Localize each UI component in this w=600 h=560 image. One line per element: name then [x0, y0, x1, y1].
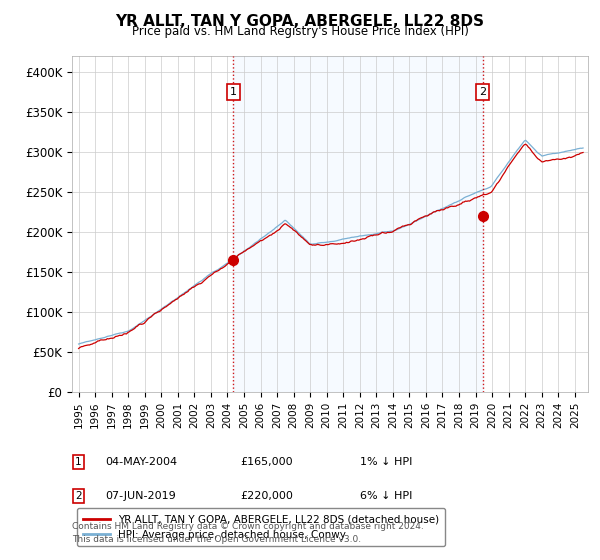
Text: This data is licensed under the Open Government Licence v3.0.: This data is licensed under the Open Gov… — [72, 535, 361, 544]
Text: 1: 1 — [75, 457, 82, 467]
Text: 1: 1 — [230, 87, 237, 97]
Text: 6% ↓ HPI: 6% ↓ HPI — [360, 491, 412, 501]
Text: 04-MAY-2004: 04-MAY-2004 — [105, 457, 177, 467]
Text: Price paid vs. HM Land Registry's House Price Index (HPI): Price paid vs. HM Land Registry's House … — [131, 25, 469, 38]
Legend: YR ALLT, TAN Y GOPA, ABERGELE, LL22 8DS (detached house), HPI: Average price, de: YR ALLT, TAN Y GOPA, ABERGELE, LL22 8DS … — [77, 508, 445, 546]
Text: 1% ↓ HPI: 1% ↓ HPI — [360, 457, 412, 467]
Text: YR ALLT, TAN Y GOPA, ABERGELE, LL22 8DS: YR ALLT, TAN Y GOPA, ABERGELE, LL22 8DS — [115, 14, 485, 29]
Text: 07-JUN-2019: 07-JUN-2019 — [105, 491, 176, 501]
Text: £220,000: £220,000 — [240, 491, 293, 501]
Text: Contains HM Land Registry data © Crown copyright and database right 2024.: Contains HM Land Registry data © Crown c… — [72, 522, 424, 531]
Text: 2: 2 — [479, 87, 487, 97]
Text: £165,000: £165,000 — [240, 457, 293, 467]
Text: 2: 2 — [75, 491, 82, 501]
Bar — [233, 56, 483, 392]
